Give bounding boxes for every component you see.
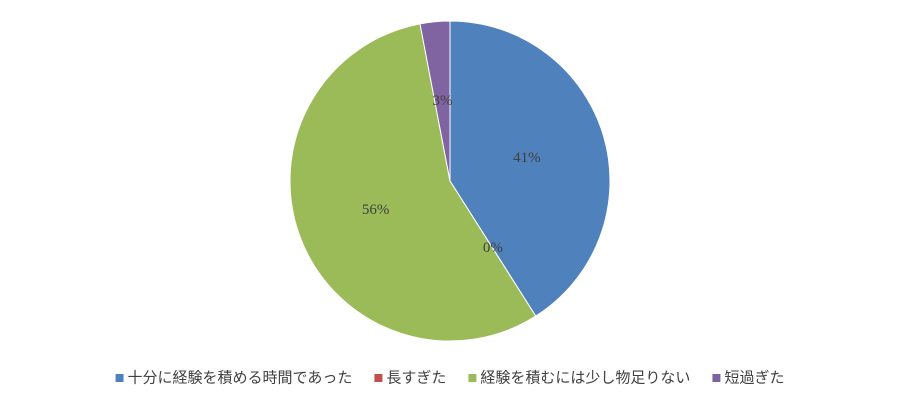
pie-slice	[289, 23, 537, 342]
data-label: 0%	[483, 240, 503, 256]
legend-marker	[712, 374, 721, 382]
legend-marker	[115, 374, 124, 382]
data-label: 56%	[362, 202, 390, 218]
legend-label: 短過ぎた	[724, 369, 784, 387]
data-label: 41%	[513, 150, 541, 166]
legend-label: 十分に経験を積める時間であった	[128, 369, 353, 387]
legend-label: 経験を積むには少し物足りない	[480, 369, 690, 387]
legend-marker	[374, 374, 383, 382]
pie-slice	[449, 20, 611, 317]
data-label: 3%	[432, 93, 452, 109]
legend-label: 長すぎた	[386, 369, 446, 387]
legend-marker	[468, 374, 477, 382]
pie-slice	[419, 20, 451, 182]
